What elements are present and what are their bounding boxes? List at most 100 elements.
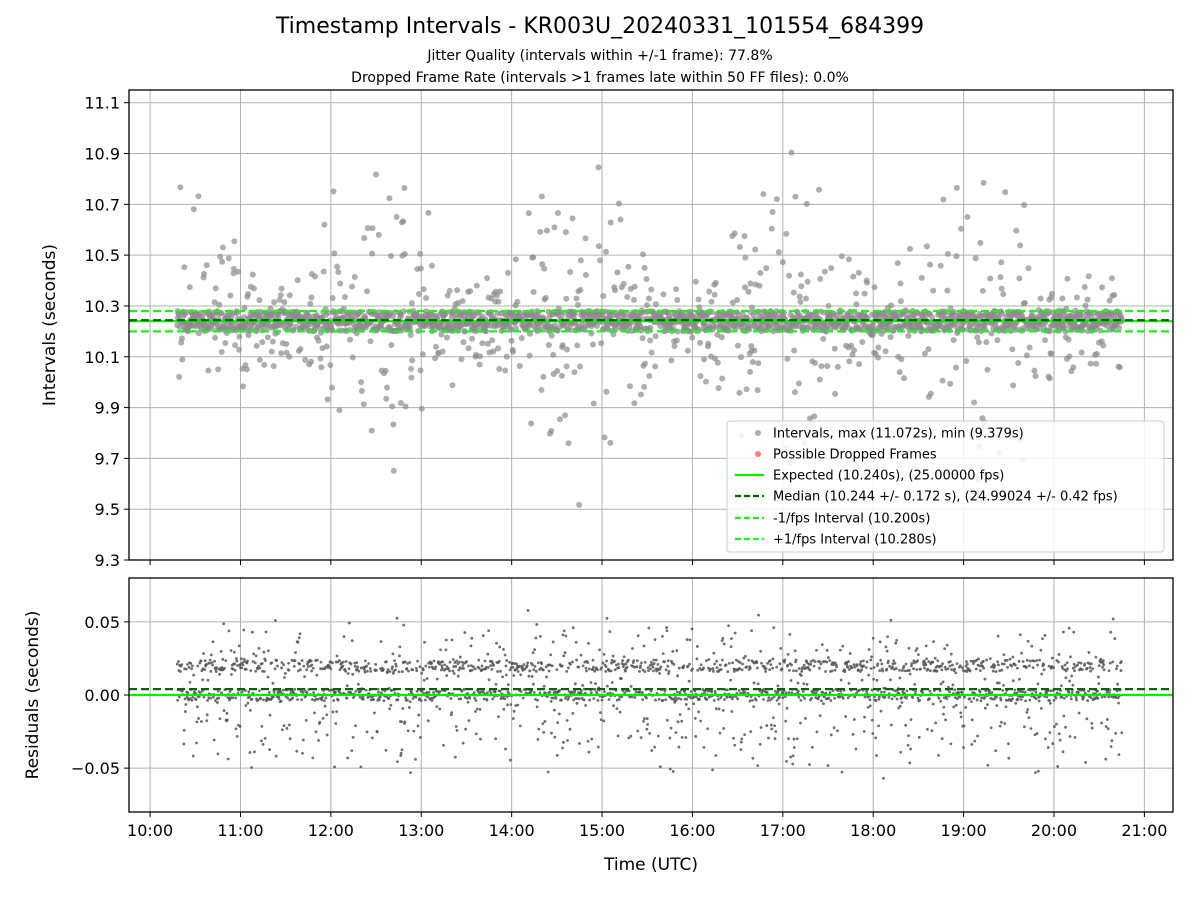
residual-point (887, 659, 890, 663)
residual-point (1057, 660, 1060, 664)
chart-title: Timestamp Intervals - KR003U_20240331_10… (275, 14, 925, 39)
residual-point (941, 680, 945, 684)
residual-point (222, 622, 226, 626)
interval-point (816, 376, 823, 383)
interval-point (417, 250, 424, 257)
residual-point (1042, 663, 1046, 667)
residual-point (617, 697, 621, 701)
residual-point (719, 696, 723, 700)
residual-point (951, 663, 954, 667)
residual-point (1004, 705, 1008, 709)
x-tick-label: 21:00 (1121, 821, 1167, 840)
interval-point (601, 434, 608, 441)
residual-point (1109, 745, 1113, 748)
interval-point (564, 346, 571, 353)
residual-point (661, 699, 665, 702)
interval-point (459, 298, 466, 305)
interval-point (875, 354, 882, 361)
residual-point (350, 639, 354, 643)
residual-point (900, 669, 904, 672)
residual-point (888, 664, 892, 668)
interval-point (652, 363, 659, 370)
interval-point (495, 345, 502, 352)
residual-point (260, 739, 263, 743)
residual-point (509, 758, 512, 762)
interval-point (643, 302, 650, 309)
residual-point (356, 665, 359, 669)
interval-point (541, 265, 548, 272)
residual-point (1043, 737, 1047, 741)
residual-point (1068, 679, 1071, 683)
residual-point (904, 723, 908, 727)
residual-point (313, 711, 316, 715)
residual-point (248, 751, 252, 754)
residual-point (426, 695, 430, 699)
residual-point (905, 696, 908, 700)
interval-point (853, 290, 860, 297)
residual-point (250, 697, 254, 701)
residual-point (1068, 735, 1072, 738)
interval-point (327, 362, 334, 369)
top-y-tick-label: 10.1 (84, 348, 120, 367)
interval-point (861, 290, 868, 297)
residual-point (649, 689, 653, 693)
residual-point (713, 662, 717, 666)
interval-point (773, 196, 780, 203)
residual-point (941, 662, 945, 666)
residual-point (678, 713, 682, 716)
interval-point (918, 274, 925, 281)
residual-point (377, 698, 381, 702)
residual-point (1052, 666, 1055, 670)
residual-point (893, 661, 897, 665)
interval-point (706, 288, 713, 295)
residual-point (889, 678, 892, 682)
residual-point (377, 690, 380, 694)
residual-point (292, 691, 295, 695)
top-y-tick-label: 9.7 (95, 449, 120, 468)
residual-point (656, 734, 660, 738)
residual-point (535, 623, 539, 626)
residual-point (404, 696, 408, 700)
interval-point (741, 233, 748, 240)
residual-point (504, 673, 508, 677)
residual-point (364, 688, 368, 692)
interval-point (797, 298, 804, 305)
interval-point (697, 339, 704, 346)
residual-point (456, 674, 460, 678)
residual-point (918, 699, 922, 702)
x-tick-label: 11:00 (217, 821, 263, 840)
residual-point (1024, 699, 1028, 703)
interval-point (406, 325, 413, 332)
residual-point (982, 666, 986, 670)
residual-point (864, 666, 868, 669)
residual-point (1042, 668, 1046, 672)
residual-point (822, 702, 825, 706)
interval-point (479, 340, 486, 347)
residual-point (1115, 667, 1118, 671)
residual-point (846, 696, 850, 700)
residual-point (388, 707, 392, 711)
interval-point (964, 214, 971, 221)
interval-point (747, 280, 754, 287)
residual-point (695, 645, 699, 648)
interval-point (217, 253, 224, 260)
residual-point (518, 724, 522, 728)
residual-point (452, 672, 456, 675)
residual-point (995, 681, 999, 685)
residual-point (329, 667, 333, 671)
residual-point (855, 664, 859, 668)
residual-point (271, 695, 275, 699)
residual-point (458, 660, 461, 664)
residual-point (331, 661, 334, 665)
interval-point (358, 379, 365, 386)
residual-point (636, 729, 640, 733)
residual-point (1001, 688, 1005, 692)
residual-point (743, 733, 747, 737)
residual-point (341, 660, 345, 664)
interval-point (855, 269, 862, 276)
residual-point (867, 673, 871, 677)
residual-point (359, 666, 363, 670)
residual-point (335, 654, 339, 658)
residual-point (554, 696, 558, 700)
residual-point (776, 689, 780, 693)
